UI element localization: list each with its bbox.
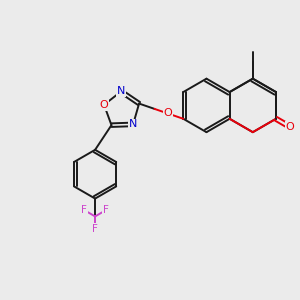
Text: O: O xyxy=(286,122,295,132)
Text: N: N xyxy=(117,86,125,97)
Text: O: O xyxy=(164,109,172,118)
Text: F: F xyxy=(103,205,109,215)
Text: F: F xyxy=(81,205,87,215)
Text: O: O xyxy=(100,100,108,110)
Text: N: N xyxy=(129,119,137,129)
Text: F: F xyxy=(92,224,98,234)
